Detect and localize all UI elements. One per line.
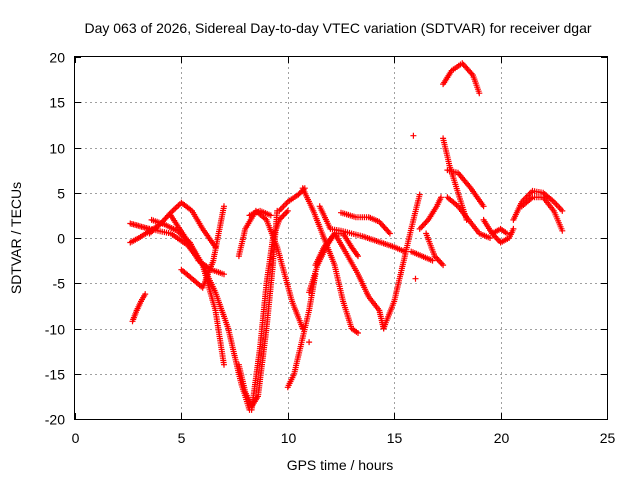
data-point: [267, 212, 274, 219]
y-tick-label: -20: [45, 412, 65, 428]
series-arc-29: [444, 167, 487, 210]
series-arc-14: [276, 185, 308, 214]
x-tick-label: 0: [72, 430, 80, 446]
series-arc-1: [129, 291, 149, 325]
grid-layer: [75, 57, 607, 419]
series-arc-22: [408, 248, 436, 264]
data-point: [306, 339, 313, 346]
data-point: [412, 275, 419, 282]
data-point: [355, 253, 361, 260]
series-arc-33: [510, 187, 566, 223]
series-arc-7: [178, 203, 227, 291]
plot-frame: [74, 56, 608, 420]
data-point: [416, 191, 423, 198]
data-point: [487, 235, 493, 241]
y-tick-label: -5: [53, 276, 66, 292]
x-tick-label: 15: [387, 430, 403, 446]
tick-layer: 0 5 10 15 20 25 -20 -15 -10 -5 0 5 10 15 20: [45, 50, 616, 447]
x-tick-label: 5: [178, 430, 186, 446]
y-tick-label: 5: [57, 186, 65, 202]
data-point: [510, 225, 517, 232]
data-point: [476, 90, 483, 97]
y-tick-label: 0: [57, 231, 65, 247]
series-arc-34: [518, 194, 566, 234]
y-tick-label: 10: [49, 141, 65, 157]
y-tick-label: -10: [45, 322, 65, 338]
data-point: [221, 361, 227, 368]
series-arc-12: [246, 207, 274, 219]
series-arc-23: [412, 275, 419, 282]
series-arc-30: [444, 194, 493, 241]
y-tick-label: 15: [49, 95, 65, 111]
y-tick-label: -15: [45, 367, 65, 383]
data-point: [559, 207, 566, 214]
series-arc-20: [338, 209, 393, 237]
x-tick-label: 20: [494, 430, 510, 446]
x-tick-label: 10: [281, 430, 297, 446]
y-axis-label: SDTVAR / TECUs: [8, 182, 24, 294]
data-point: [440, 262, 447, 269]
x-tick-label: 25: [600, 430, 616, 446]
data-point: [386, 230, 393, 237]
series-arc-21: [380, 191, 423, 332]
data-point: [284, 207, 291, 214]
series-arc-8: [167, 212, 227, 278]
data-point: [142, 291, 149, 298]
series-arc-11: [248, 207, 291, 413]
data-layer: [127, 60, 566, 413]
data-point: [429, 257, 436, 264]
data-point: [221, 203, 227, 210]
data-point: [410, 132, 417, 139]
x-axis-label: GPS time / hours: [287, 457, 394, 473]
series-arc-13: [284, 271, 319, 391]
series-arc-15: [306, 339, 313, 346]
data-point: [355, 330, 361, 336]
series-arc-17: [299, 185, 361, 336]
series-arc-24: [410, 132, 417, 139]
series-arc-26: [423, 230, 447, 269]
series-arc-25: [416, 194, 444, 232]
series-arc-5: [146, 199, 219, 251]
data-point: [438, 194, 444, 201]
series-arc-27: [440, 60, 483, 97]
data-point: [559, 227, 566, 234]
series-arc-32: [489, 225, 510, 237]
y-tick-label: 20: [49, 50, 65, 66]
data-point: [504, 230, 510, 237]
data-point: [480, 203, 487, 210]
chart-title: Day 063 of 2026, Sidereal Day-to-day VTE…: [84, 20, 591, 36]
data-point: [221, 271, 227, 278]
